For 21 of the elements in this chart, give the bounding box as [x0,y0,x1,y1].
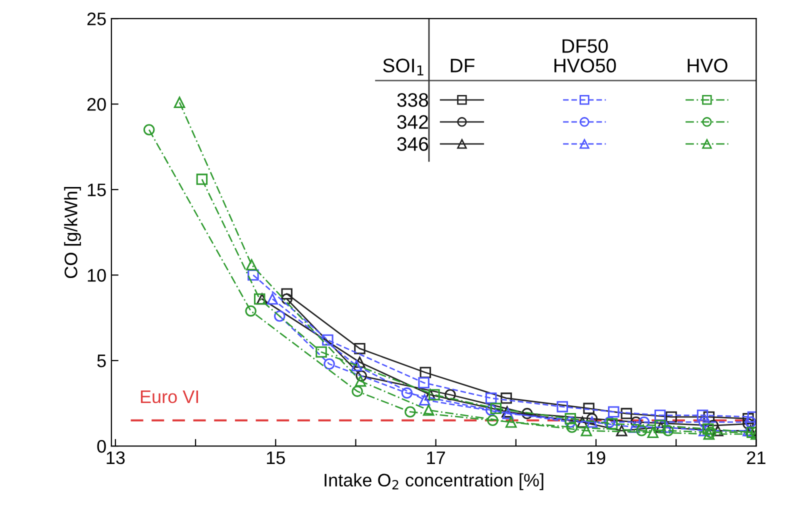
y-tick-label: 25 [87,12,106,26]
annotation: DF50 HVO50 [554,39,616,72]
x-tick-label: 17 [427,452,445,464]
legend-label: 338 [397,93,428,107]
legend-label: 342 [397,115,428,129]
legend-title: SOI$_{1}$ [383,58,424,76]
x-axis-title: Intake O$_{2}$ concentration [%] [324,473,544,490]
y-tick-label: 10 [88,268,106,282]
x-tick-label: 15 [266,452,285,464]
x-tick-label: 21 [747,451,766,464]
annotation: HVO [688,58,728,72]
y-tick-label: 20 [87,98,106,111]
y-axis-title: CO [g/kWh] [64,186,81,278]
y-tick-label: 15 [88,184,106,196]
annotation: DF [450,58,474,72]
ref-line-label: Euro VI [140,390,198,404]
legend-label: 346 [397,137,428,151]
y-tick-label: 0 [97,440,106,453]
y-tick-label: 5 [97,354,106,368]
x-tick-label: 13 [106,451,125,464]
x-tick-label: 19 [587,451,606,464]
